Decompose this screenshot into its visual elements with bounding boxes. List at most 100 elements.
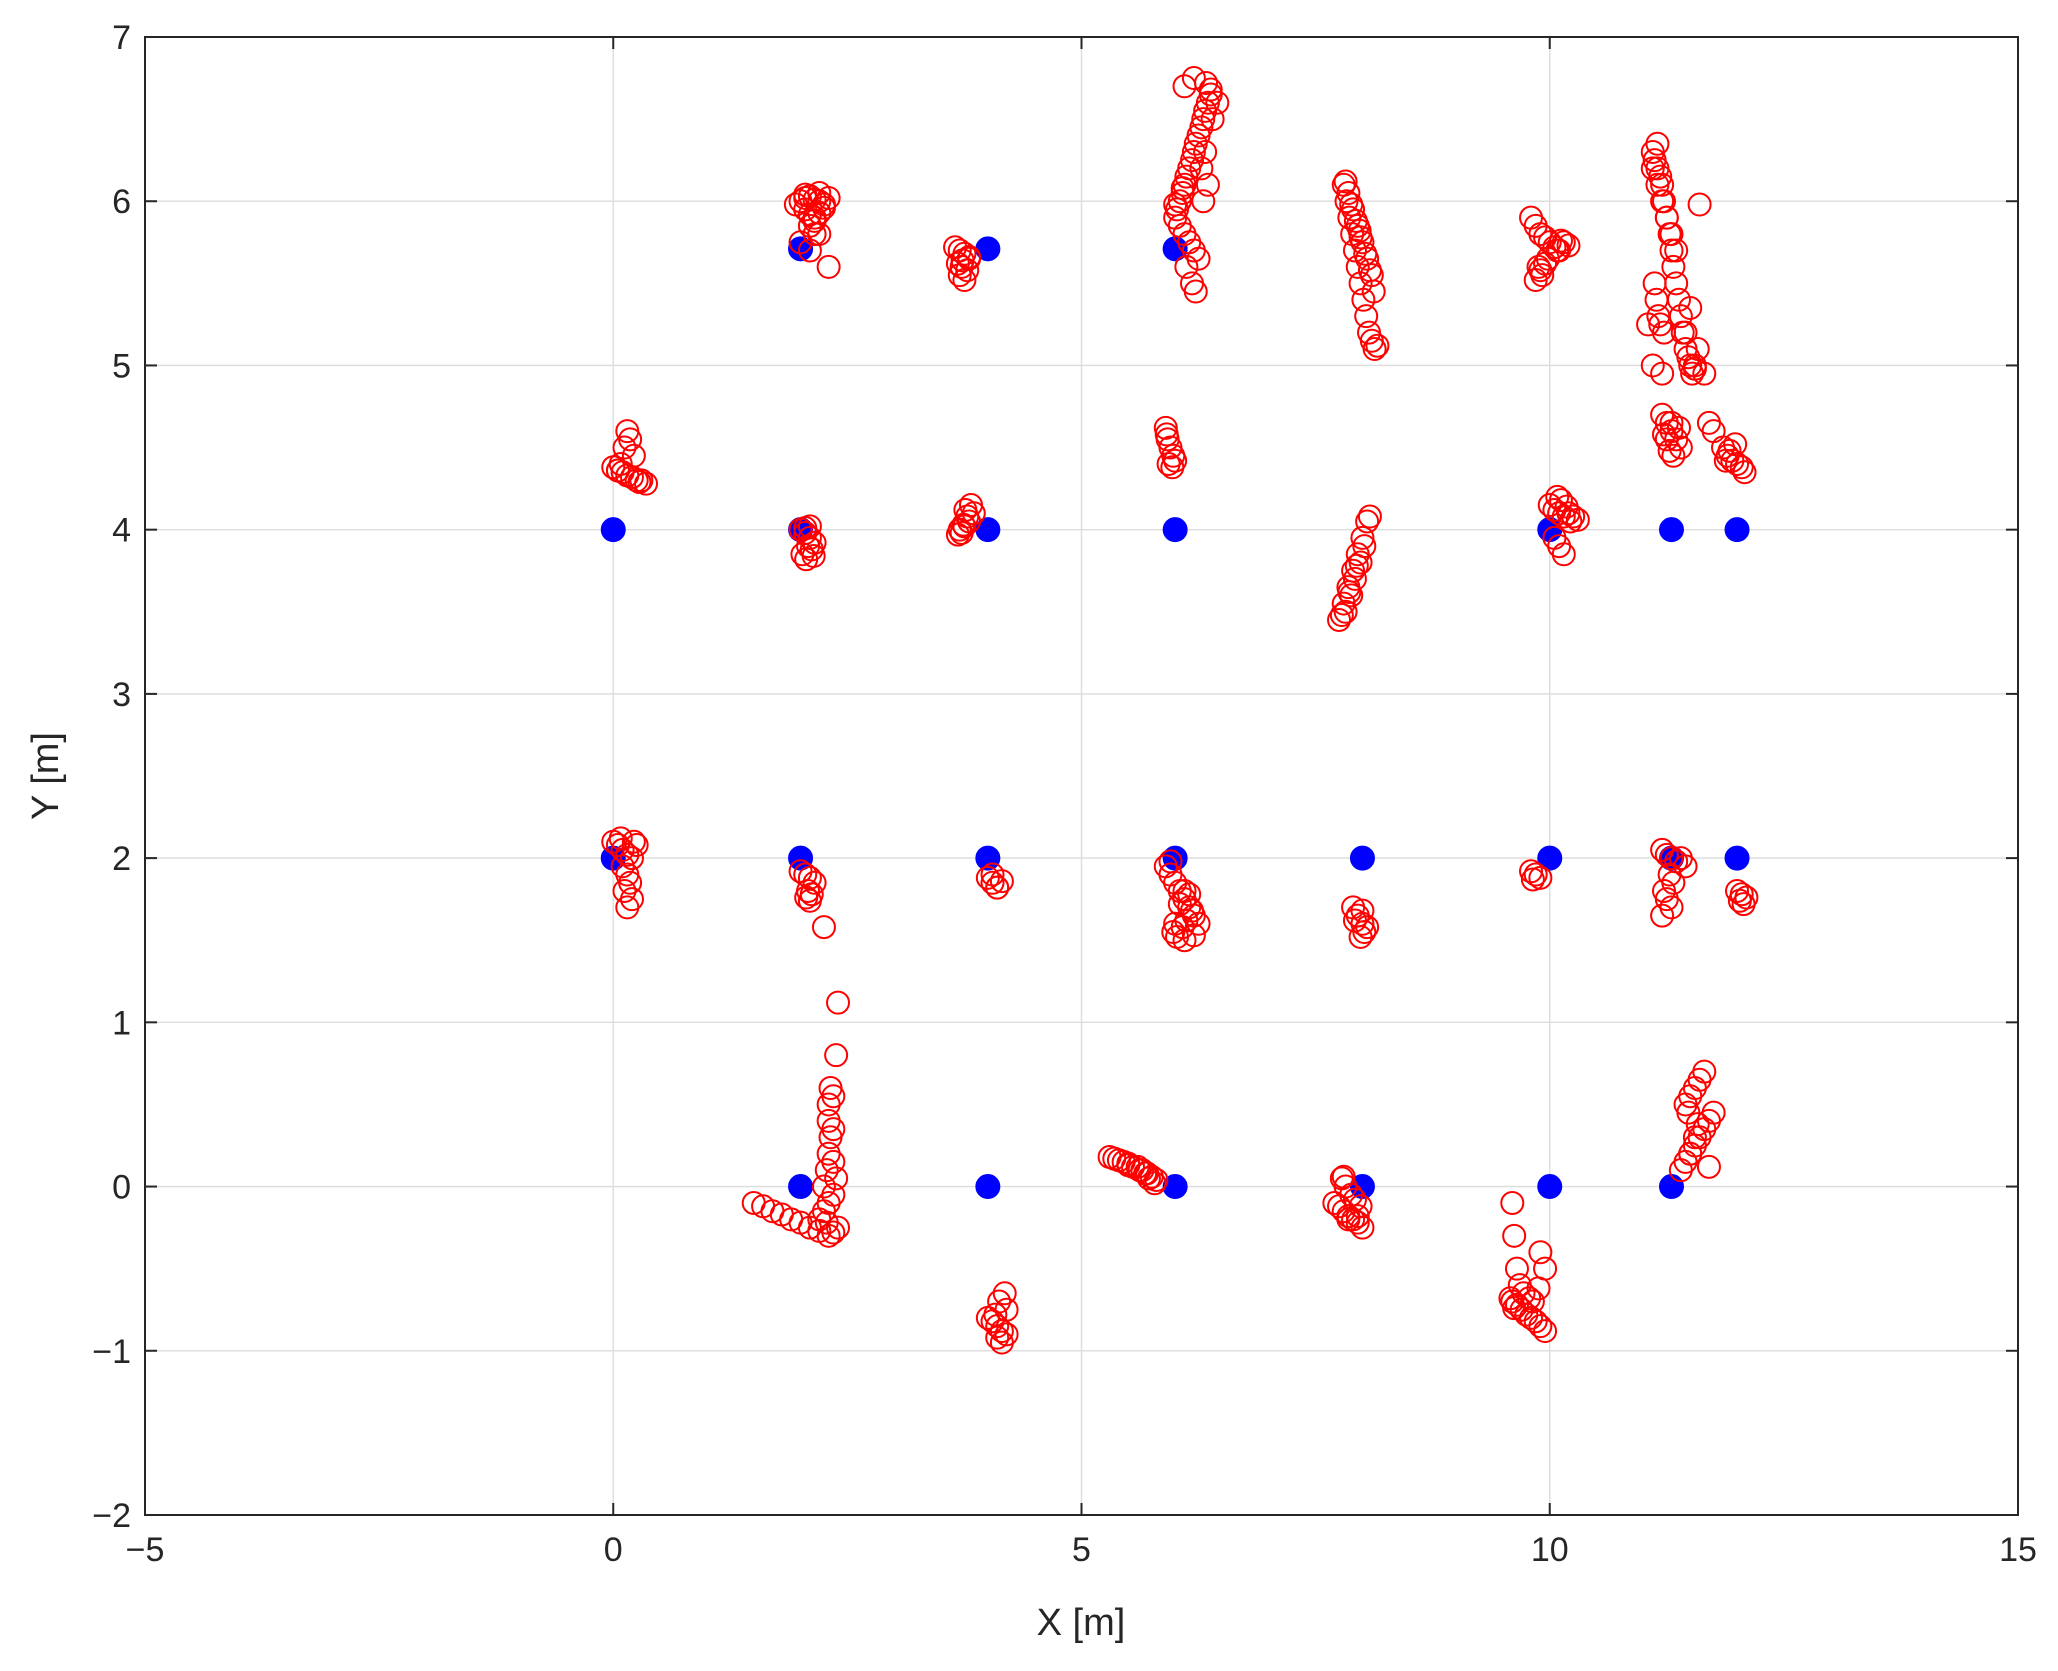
red-circle-point [1170, 176, 1195, 201]
y-tick-label: 7 [112, 19, 131, 57]
red-circle-point [1554, 494, 1579, 519]
red-circle-point [1342, 566, 1367, 591]
red-circle-point [1200, 107, 1225, 132]
red-circle-point [1701, 1100, 1726, 1125]
red-circle-point [1558, 509, 1583, 534]
red-circle-point [1727, 888, 1752, 913]
blue-point [1724, 517, 1750, 543]
red-circle-point [1729, 455, 1754, 480]
red-circle-point [1186, 246, 1211, 271]
blue-point [1162, 845, 1188, 871]
red-circle-point [1350, 525, 1375, 550]
red-circle-point [1362, 337, 1387, 362]
red-circle-point [793, 516, 818, 541]
red-circle-point [1678, 1141, 1703, 1166]
red-circle-point [1350, 898, 1375, 923]
red-circle-point [605, 458, 630, 483]
red-circle-point [1342, 238, 1367, 263]
red-circle-point [1692, 361, 1717, 386]
red-circle-point [1523, 1309, 1548, 1334]
red-circle-point [1345, 1210, 1370, 1235]
blue-point [1162, 1174, 1188, 1200]
red-circle-point [1640, 353, 1665, 378]
y-tick-label: 1 [112, 1004, 131, 1042]
red-circle-point [1533, 1319, 1558, 1344]
red-circle-point [1365, 333, 1390, 358]
red-circle-point [1650, 361, 1675, 386]
red-circle-point [1713, 448, 1738, 473]
red-circle-point [1731, 892, 1756, 917]
red-circle-point [1348, 550, 1373, 575]
red-circle-point [1682, 353, 1707, 378]
red-circle-point [794, 885, 819, 910]
red-circle-point [1191, 189, 1216, 214]
red-circle-point [1344, 553, 1369, 578]
red-circle-point [1339, 583, 1364, 608]
x-tick-label: 0 [604, 1531, 623, 1569]
y-tick-label: 4 [112, 512, 131, 550]
red-circle-point [1186, 911, 1211, 936]
blue-point [1537, 1174, 1563, 1200]
red-circle-point [814, 1210, 839, 1235]
red-circle-point [980, 870, 1005, 895]
red-circle-point [1498, 1286, 1523, 1311]
red-circle-point [1172, 172, 1197, 197]
red-circle-point [826, 1215, 851, 1240]
red-circle-point [1545, 238, 1570, 263]
blue-point [600, 517, 626, 543]
red-circle-point [1331, 591, 1356, 616]
red-circle-point [1142, 1171, 1167, 1196]
red-circle-point [1181, 139, 1206, 164]
red-circle-point [1692, 1059, 1717, 1084]
red-circle-point [807, 189, 832, 214]
red-circle-point [1163, 911, 1188, 936]
red-circle-point [1659, 410, 1684, 435]
red-circle-point [975, 865, 1000, 890]
red-circle-point [1205, 90, 1230, 115]
x-tick-label: 10 [1531, 1531, 1569, 1569]
red-circle-point [608, 826, 633, 851]
red-circle-point [1170, 181, 1195, 206]
red-circle-point [1502, 1223, 1527, 1248]
red-circle-point [1336, 181, 1361, 206]
x-tick-label: 5 [1072, 1531, 1091, 1569]
red-circle-point [783, 192, 808, 217]
red-circle-point [821, 1149, 846, 1174]
red-circle-point [1673, 320, 1698, 345]
red-circle-point [1657, 438, 1682, 463]
red-circle-point [951, 512, 976, 537]
red-circle-point [811, 195, 836, 220]
y-tick-label: 3 [112, 676, 131, 714]
red-circle-point [1528, 1314, 1553, 1339]
red-circle-point [1661, 443, 1686, 468]
red-circle-point [983, 1302, 1008, 1327]
y-tick-label: 0 [112, 1169, 131, 1207]
red-circle-point [816, 1108, 841, 1133]
red-circle-point [1644, 287, 1669, 312]
red-circle-point [1664, 238, 1689, 263]
red-circle-point [629, 468, 654, 493]
red-circle-point [624, 832, 649, 857]
red-circle-point [1645, 131, 1670, 156]
blue-point [1658, 517, 1684, 543]
red-circle-point [1177, 882, 1202, 907]
red-circle-point [612, 435, 637, 460]
red-circle-point [1343, 208, 1368, 233]
red-circle-point [1520, 867, 1545, 892]
red-circle-point [1701, 419, 1726, 444]
red-circle-point [1668, 435, 1693, 460]
red-circle-point [1551, 542, 1576, 567]
x-axis-label: X [m] [1037, 1602, 1126, 1644]
red-circle-point [1654, 427, 1679, 452]
red-circle-point [1167, 892, 1192, 917]
red-circle-point [814, 1158, 839, 1183]
red-circle-point [807, 181, 832, 206]
red-circle-point [802, 208, 827, 233]
red-circle-point [1189, 156, 1214, 181]
red-circle-point [1153, 415, 1178, 440]
red-circle-point [1654, 205, 1679, 230]
red-circle-point [1154, 422, 1179, 447]
y-tick-label: 6 [112, 183, 131, 221]
